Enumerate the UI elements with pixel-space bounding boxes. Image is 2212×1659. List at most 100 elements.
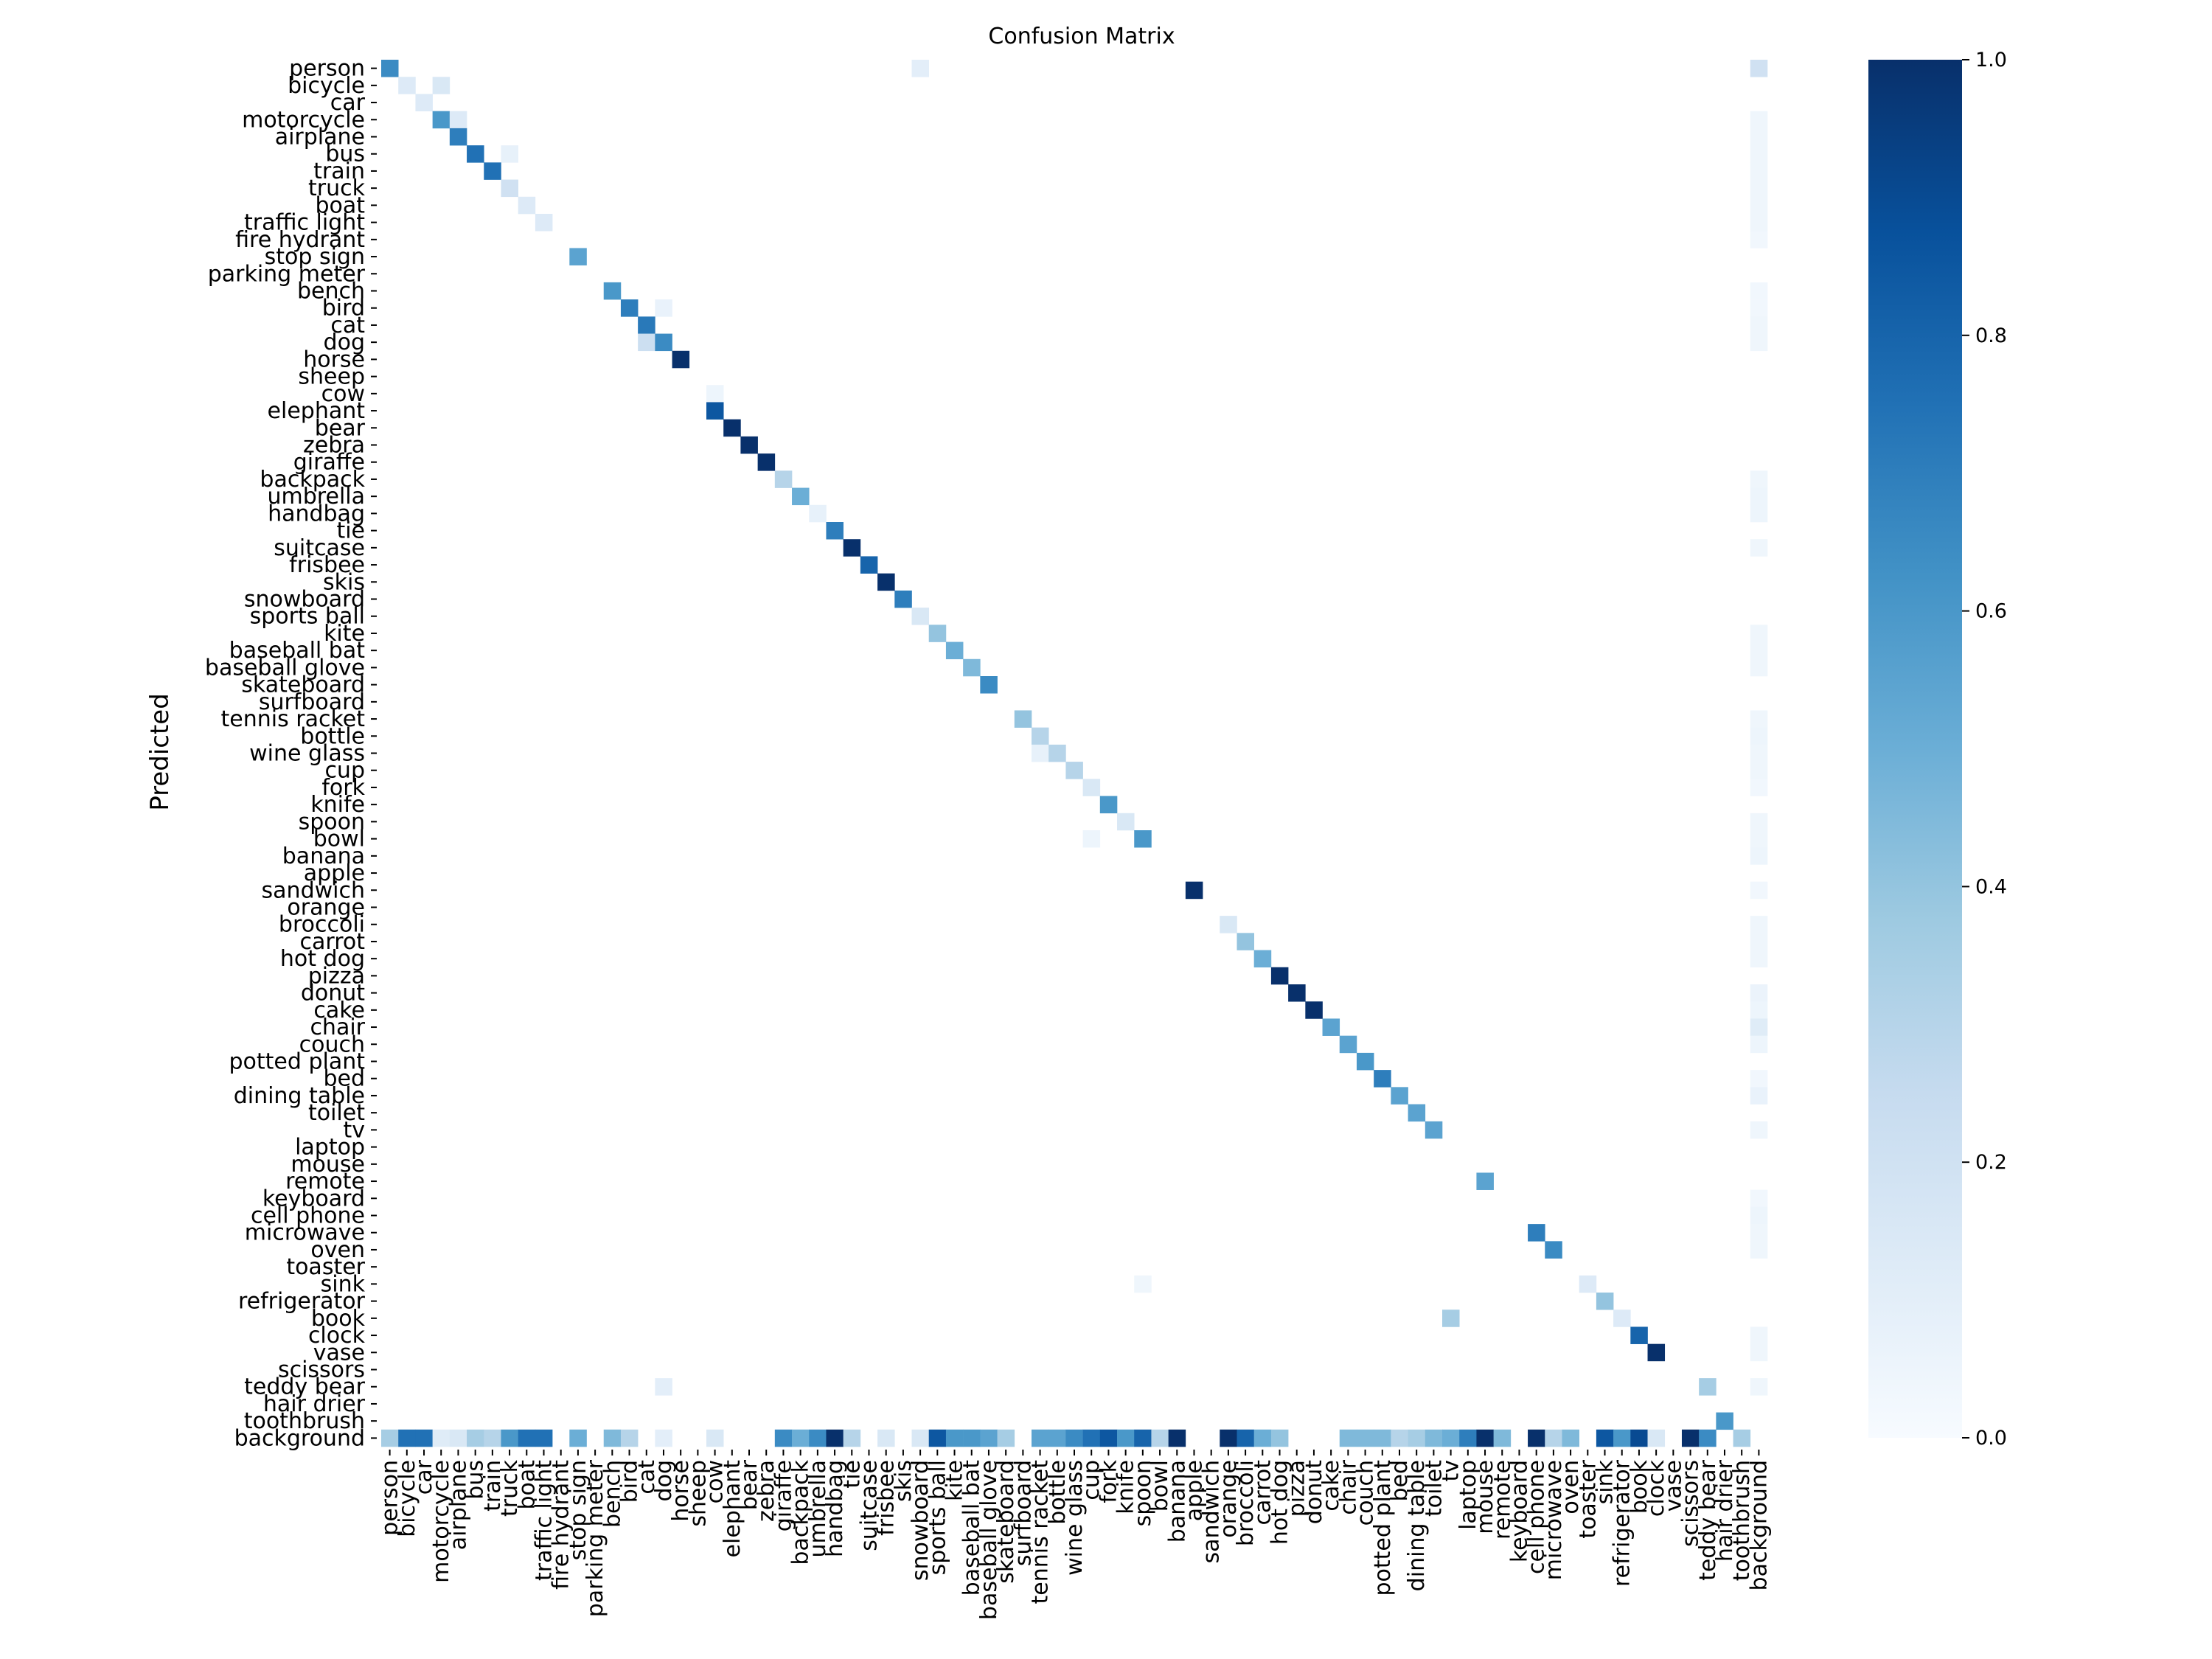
heatmap-cell (535, 214, 553, 232)
heatmap-cell (826, 522, 844, 540)
heatmap-cell (1168, 1429, 1186, 1447)
heatmap-cell (1220, 916, 1237, 933)
x-tick-label: kite (942, 1460, 968, 1501)
colorbar-tick-label: 0.4 (1975, 875, 2007, 898)
x-tick-label: carrot (1250, 1460, 1276, 1526)
x-tick-label: tv (1439, 1460, 1464, 1482)
x-tick-label: banana (1164, 1460, 1190, 1543)
heatmap-cell (1750, 984, 1768, 1002)
heatmap-cell (1750, 231, 1768, 248)
x-tick-label: traffic light (531, 1460, 557, 1581)
heatmap-cell (877, 573, 895, 591)
y-tick-label: toaster (286, 1254, 365, 1280)
heatmap-cell (569, 248, 587, 265)
x-tick-label: person (378, 1460, 403, 1536)
heatmap-cell (1339, 1429, 1357, 1447)
y-tick-label: elephant (268, 398, 366, 424)
heatmap-cell (1750, 916, 1768, 933)
x-tick-label: boat (514, 1460, 540, 1510)
x-tick-label: cup (1079, 1460, 1105, 1500)
x-tick-label: bench (599, 1460, 625, 1528)
y-tick-label: cell phone (251, 1203, 365, 1229)
heatmap-cell (398, 1429, 416, 1447)
y-tick-label: microwave (245, 1220, 365, 1246)
y-tick-label: tie (336, 518, 365, 544)
x-tick-label: knife (1113, 1460, 1139, 1514)
y-tick-label: bicycle (288, 73, 365, 99)
heatmap-cell (1082, 779, 1101, 796)
heatmap-cell (1750, 1189, 1768, 1208)
x-tick-label: toothbrush (1729, 1460, 1755, 1581)
y-tick-label: apple (304, 860, 365, 886)
heatmap-cell (1750, 145, 1768, 163)
x-tick-label: dog (651, 1460, 677, 1501)
x-tick-label: wine glass (1062, 1460, 1088, 1576)
x-tick-label: toilet (1421, 1460, 1447, 1517)
heatmap-cell (1048, 1429, 1066, 1447)
heatmap-cell (1750, 727, 1768, 745)
heatmap-cell (1562, 1429, 1579, 1447)
x-tick-label: teddy bear (1695, 1459, 1721, 1580)
y-tick-label: remote (285, 1169, 365, 1194)
heatmap-cell (1031, 727, 1049, 745)
y-tick-label: carrot (300, 929, 366, 955)
heatmap-cell (1528, 1429, 1545, 1447)
x-tick-label: tennis racket (1028, 1460, 1054, 1604)
x-tick-label: oven (1558, 1460, 1584, 1514)
heatmap-cell (894, 590, 912, 608)
heatmap-cell (1391, 1087, 1408, 1105)
heatmap-cell (1750, 847, 1768, 865)
y-tick-label: couch (299, 1032, 365, 1057)
heatmap-cell (1750, 487, 1768, 506)
heatmap-cell (432, 111, 451, 129)
x-tick-label: dining table (1404, 1460, 1430, 1591)
heatmap-cell (1476, 1172, 1494, 1190)
y-tick-label: laptop (295, 1135, 365, 1161)
heatmap-cell (1305, 1001, 1323, 1019)
heatmap-cell (1750, 316, 1768, 334)
heatmap-cell (1750, 950, 1768, 968)
heatmap-cell (655, 333, 672, 352)
heatmap-cell (672, 350, 690, 369)
heatmap-cell (467, 1429, 484, 1447)
x-tick-label: fire hydrant (549, 1460, 574, 1590)
heatmap-cell (1750, 762, 1768, 779)
heatmap-cell (638, 333, 655, 352)
heatmap-cell (1750, 196, 1768, 215)
y-tick-label: vase (313, 1340, 365, 1366)
heatmap-cell (1750, 1326, 1768, 1344)
x-tick-label: bottle (1045, 1460, 1071, 1525)
heatmap-cell (1699, 1429, 1717, 1447)
heatmap-cell (1459, 1429, 1477, 1447)
y-tick-label: dining table (234, 1083, 365, 1109)
heatmap-cell (706, 1429, 724, 1447)
y-tick-label: bowl (313, 827, 365, 852)
y-tick-label: knife (310, 792, 365, 818)
heatmap-cell (620, 1429, 639, 1447)
y-tick-label: horse (303, 347, 365, 372)
y-axis-label: Predicted (145, 693, 175, 811)
y-tick-label: sandwich (262, 877, 365, 903)
heatmap-cell (1647, 1343, 1666, 1362)
y-tick-label: handbag (268, 501, 365, 526)
heatmap-cell (1750, 779, 1768, 796)
heatmap-cell (1374, 1070, 1391, 1088)
x-tick-label: bird (617, 1460, 643, 1503)
heatmap-cell (1425, 1121, 1443, 1139)
y-tick-label: toothbrush (244, 1408, 365, 1434)
heatmap-cell (1065, 762, 1083, 779)
heatmap-cell (449, 1429, 467, 1447)
heatmap-cell (1065, 1429, 1083, 1447)
x-tick-label: motorcycle (428, 1460, 454, 1583)
x-tick-label: pizza (1284, 1460, 1310, 1517)
heatmap-cell (1750, 641, 1768, 660)
x-tick-label: surfboard (1010, 1460, 1036, 1566)
y-tick-label: teddy bear (244, 1374, 365, 1400)
x-tick-label: chair (1335, 1459, 1361, 1514)
x-tick-label: refrigerator (1610, 1459, 1635, 1587)
heatmap-cell (1750, 1070, 1768, 1088)
heatmap-cell (1322, 1018, 1340, 1036)
heatmap-cell (1253, 950, 1272, 968)
y-tick-label: banana (282, 844, 365, 869)
heatmap-cell (1528, 1224, 1545, 1242)
